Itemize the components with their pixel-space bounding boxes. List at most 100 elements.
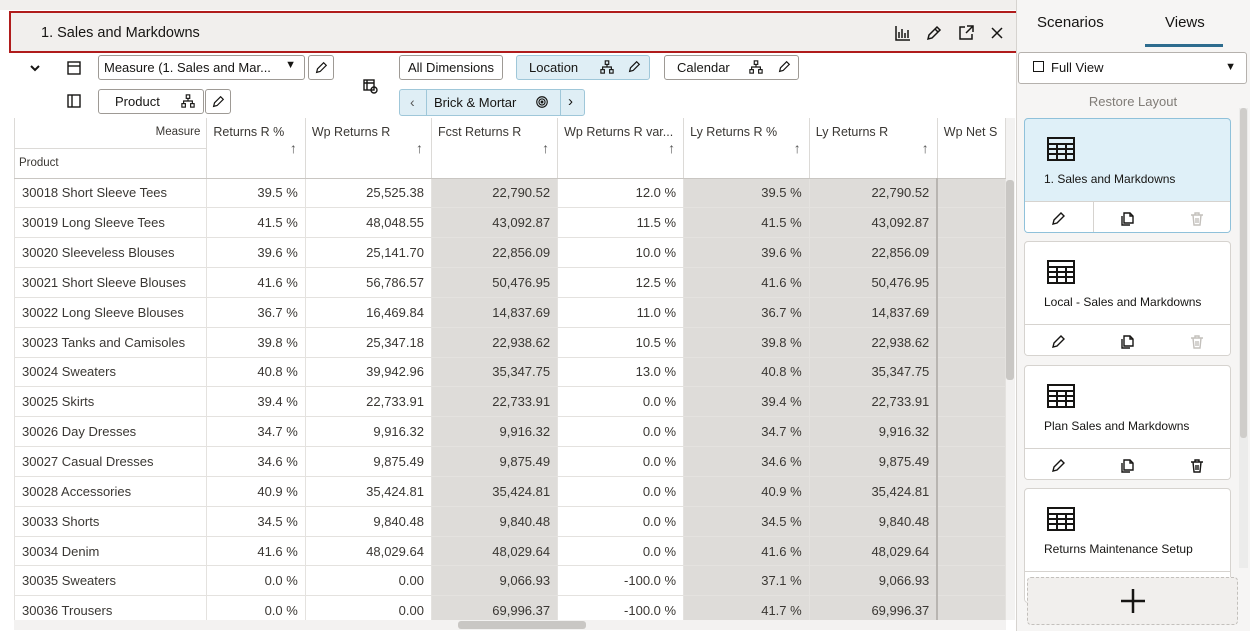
grid-cell[interactable]: 41.6 % [206, 536, 306, 567]
expand-icon[interactable] [955, 22, 977, 44]
grid-cell[interactable]: 34.7 % [206, 416, 306, 448]
grid-cell[interactable]: 0.0 % [206, 595, 306, 620]
edit-icon[interactable] [1049, 210, 1067, 228]
grid-cell[interactable]: 0.0 % [206, 565, 306, 597]
sort-arrow-icon[interactable]: ↑ [921, 140, 929, 156]
grid-cell[interactable]: 11.5 % [557, 207, 685, 239]
grid-cell[interactable]: 0.0 % [557, 386, 685, 418]
row-product-name[interactable]: 30021 Short Sleeve Blouses [14, 267, 208, 298]
grid-cell[interactable]: -100.0 % [557, 595, 685, 620]
column-layout-icon[interactable] [64, 91, 84, 111]
grid-cell[interactable]: 34.5 % [206, 506, 306, 537]
close-icon[interactable] [986, 22, 1008, 44]
grid-cell[interactable]: 25,525.38 [305, 178, 432, 209]
grid-cell[interactable]: 36.7 % [206, 297, 306, 328]
row-product-name[interactable]: 30028 Accessories [14, 476, 208, 507]
row-product-name[interactable]: 30018 Short Sleeve Tees [14, 178, 208, 209]
row-layout-icon[interactable] [64, 58, 84, 78]
grid-cell[interactable]: 0.00 [305, 595, 432, 620]
collapse-chevron-icon[interactable] [25, 58, 45, 78]
sort-arrow-icon[interactable]: ↑ [289, 140, 297, 156]
row-product-name[interactable]: 30036 Trousers [14, 595, 208, 620]
column-header[interactable]: Ly Returns R ↑ [809, 118, 938, 179]
pivot-icon[interactable] [360, 76, 380, 96]
grid-cell[interactable]: 25,141.70 [305, 237, 432, 269]
grid-cell[interactable]: 9,875.49 [305, 446, 432, 477]
grid-cell[interactable]: 0.0 % [557, 536, 685, 567]
grid-cell[interactable]: 0.0 % [557, 476, 685, 507]
grid-cell[interactable]: 9,916.32 [305, 416, 432, 448]
grid-cell[interactable]: 10.0 % [557, 237, 685, 269]
row-product-name[interactable]: 30027 Casual Dresses [14, 446, 208, 477]
column-header[interactable]: Fcst Returns R ↑ [431, 118, 559, 179]
view-filter-dropdown[interactable]: Full View ▼ [1018, 52, 1247, 84]
row-product-name[interactable]: 30034 Denim [14, 536, 208, 567]
delete-icon[interactable] [1188, 457, 1206, 475]
row-product-name[interactable]: 30024 Sweaters [14, 357, 208, 388]
grid-cell[interactable]: 40.9 % [206, 476, 306, 507]
row-product-name[interactable]: 30022 Long Sleeve Blouses [14, 297, 208, 328]
row-product-name[interactable]: 30025 Skirts [14, 386, 208, 418]
sort-arrow-icon[interactable]: ↑ [668, 140, 676, 156]
hierarchy-icon[interactable] [749, 60, 763, 77]
grid-cell[interactable]: 35,424.81 [305, 476, 432, 507]
grid-cell[interactable]: 13.0 % [557, 357, 685, 388]
sort-arrow-icon[interactable]: ↑ [415, 140, 423, 156]
add-view-button[interactable] [1027, 577, 1238, 625]
vertical-scroll-thumb[interactable] [1006, 180, 1014, 380]
row-product-name[interactable]: 30020 Sleeveless Blouses [14, 237, 208, 269]
duplicate-icon[interactable] [1119, 457, 1137, 475]
grid-cell[interactable]: 41.5 % [206, 207, 306, 239]
edit-calendar-icon[interactable] [777, 60, 791, 77]
row-product-name[interactable]: 30033 Shorts [14, 506, 208, 537]
grid-cell[interactable]: 0.0 % [557, 506, 685, 537]
grid-cell[interactable]: 11.0 % [557, 297, 685, 328]
grid-cell[interactable]: 39.4 % [206, 386, 306, 418]
row-product-name[interactable]: 30019 Long Sleeve Tees [14, 207, 208, 239]
grid-cell[interactable]: -100.0 % [557, 565, 685, 597]
edit-icon[interactable] [1049, 457, 1067, 475]
tab-views[interactable]: Views [1165, 14, 1205, 31]
grid-cell[interactable]: 12.5 % [557, 267, 685, 298]
grid-cell[interactable]: 22,733.91 [305, 386, 432, 418]
grid-cell[interactable]: 16,469.84 [305, 297, 432, 328]
grid-cell[interactable]: 12.0 % [557, 178, 685, 209]
calendar-pill[interactable]: Calendar [664, 55, 799, 80]
grid-cell[interactable]: 0.00 [305, 565, 432, 597]
grid-cell[interactable]: 39.8 % [206, 327, 306, 358]
grid-cell[interactable]: 9,840.48 [305, 506, 432, 537]
view-card[interactable]: Plan Sales and Markdowns [1024, 365, 1231, 480]
row-product-name[interactable]: 30023 Tanks and Camisoles [14, 327, 208, 358]
column-header[interactable]: Wp Returns R var... ↑ [557, 118, 685, 179]
tab-scenarios[interactable]: Scenarios [1037, 14, 1104, 31]
row-product-name[interactable]: 30026 Day Dresses [14, 416, 208, 448]
column-header[interactable]: Wp Net S [937, 118, 1006, 179]
measure-selector[interactable]: Measure (1. Sales and Mar... ▼ [98, 55, 305, 80]
grid-cell[interactable]: 25,347.18 [305, 327, 432, 358]
product-pill[interactable]: Product [98, 89, 204, 114]
hierarchy-icon[interactable] [181, 94, 195, 111]
edit-product-button[interactable] [205, 89, 231, 114]
grid-cell[interactable]: 48,029.64 [305, 536, 432, 567]
grid-cell[interactable]: 39.6 % [206, 237, 306, 269]
all-dimensions-button[interactable]: All Dimensions [399, 55, 503, 80]
grid-cell[interactable]: 34.6 % [206, 446, 306, 477]
column-header[interactable]: Returns R % ↑ [206, 118, 306, 179]
view-card[interactable]: Local - Sales and Markdowns [1024, 241, 1231, 356]
edit-measure-button[interactable] [308, 55, 334, 80]
location-pill[interactable]: Location [516, 55, 650, 80]
next-arrow-icon[interactable]: › [568, 93, 573, 110]
grid-cell[interactable]: 39,942.96 [305, 357, 432, 388]
side-panel-scroll-thumb[interactable] [1240, 108, 1247, 438]
previous-arrow-icon[interactable]: ‹ [410, 94, 415, 110]
restore-layout-button[interactable]: Restore Layout [1088, 94, 1178, 109]
edit-location-icon[interactable] [627, 60, 641, 77]
grid-cell[interactable]: 40.8 % [206, 357, 306, 388]
view-card[interactable]: 1. Sales and Markdowns [1024, 118, 1231, 233]
grid-cell[interactable]: 10.5 % [557, 327, 685, 358]
hierarchy-icon[interactable] [600, 60, 614, 77]
target-icon[interactable] [535, 95, 549, 112]
grid-cell[interactable]: 39.5 % [206, 178, 306, 209]
duplicate-icon[interactable] [1119, 210, 1137, 228]
duplicate-icon[interactable] [1119, 333, 1137, 351]
